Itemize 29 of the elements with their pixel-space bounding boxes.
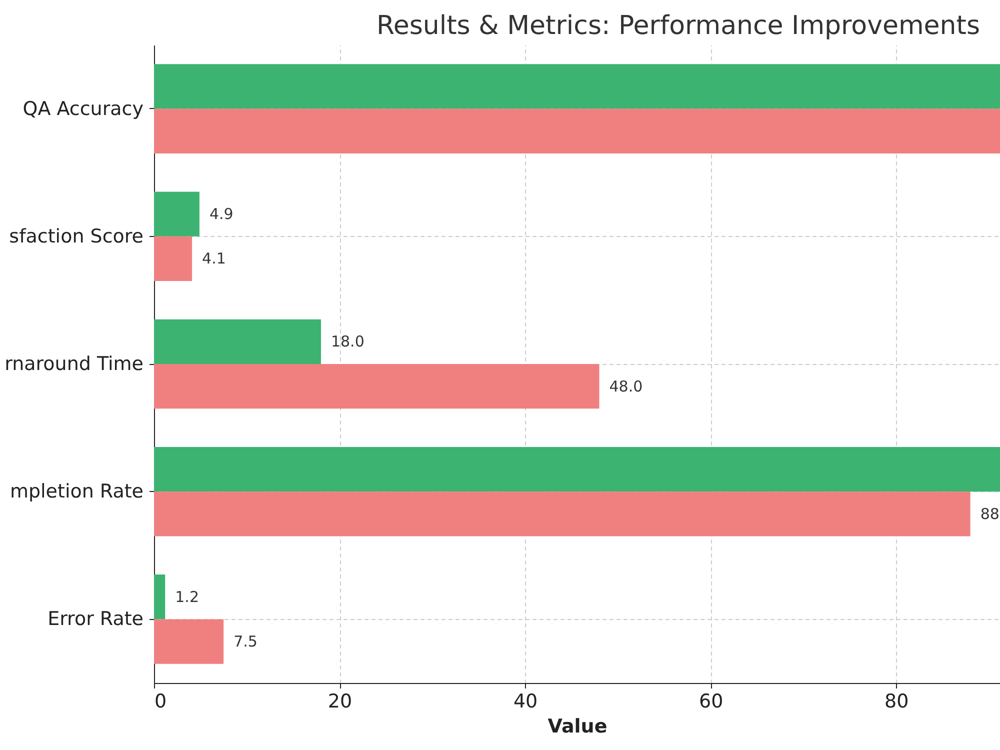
y-tick-label: rnaround Time xyxy=(4,353,144,375)
y-tick-label: QA Accuracy xyxy=(22,98,144,120)
data-label: 48.0 xyxy=(609,377,643,396)
bar xyxy=(154,619,224,664)
x-tick-label: 80 xyxy=(884,690,909,712)
data-label: 1.2 xyxy=(175,588,199,606)
data-label: 7.5 xyxy=(234,632,258,651)
y-tick-label: mpletion Rate xyxy=(10,480,144,503)
x-tick-label: 40 xyxy=(513,690,538,712)
data-label: 4.1 xyxy=(202,250,226,268)
x-tick-label: 0 xyxy=(154,690,167,712)
bar xyxy=(154,492,970,536)
x-tick-label: 20 xyxy=(328,690,352,712)
data-label: 4.9 xyxy=(209,205,234,224)
y-tick-label: sfaction Score xyxy=(9,225,144,248)
x-tick-label: 60 xyxy=(698,690,724,712)
bar xyxy=(154,236,192,282)
bar xyxy=(154,108,1000,154)
bar xyxy=(154,319,321,364)
x-axis-title: Value xyxy=(548,716,608,738)
bar xyxy=(154,446,1000,492)
bar xyxy=(154,192,200,236)
y-tick-label: Error Rate xyxy=(48,608,144,630)
bar xyxy=(154,574,166,620)
chart-title: Results & Metrics: Performance Improvements xyxy=(376,11,980,41)
bar xyxy=(154,364,600,409)
data-label: 18.0 xyxy=(330,332,364,351)
data-label: 88 xyxy=(980,504,1000,523)
bar xyxy=(154,64,1000,109)
